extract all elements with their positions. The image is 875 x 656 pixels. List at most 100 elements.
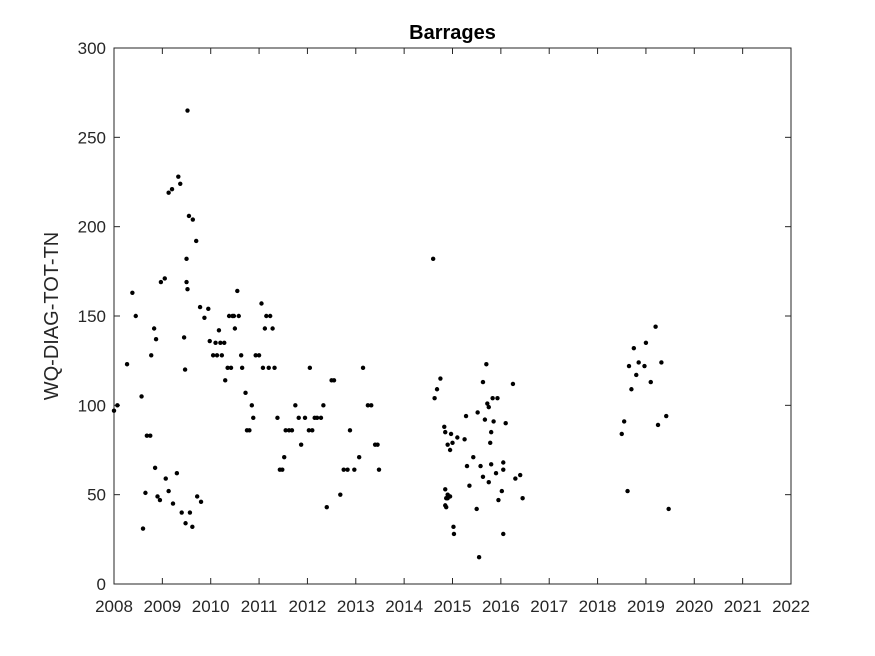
data-point	[653, 324, 658, 329]
data-point	[360, 365, 366, 371]
chart-title: Barrages	[409, 22, 496, 44]
data-point	[149, 353, 154, 358]
data-point	[486, 404, 491, 410]
x-tick-label: 2014	[385, 597, 423, 616]
data-point	[130, 290, 135, 295]
y-tick-label: 300	[78, 39, 106, 58]
data-point	[625, 488, 630, 494]
data-point	[475, 410, 480, 415]
data-point	[496, 497, 501, 503]
data-point	[243, 390, 248, 396]
data-point	[210, 353, 216, 358]
data-point	[223, 378, 228, 383]
data-point	[190, 524, 195, 530]
data-point	[253, 353, 258, 358]
data-point	[324, 504, 329, 510]
data-point	[643, 340, 649, 345]
data-point	[202, 315, 207, 320]
data-point	[499, 488, 505, 494]
data-point	[302, 415, 308, 421]
data-point	[338, 492, 343, 497]
data-point	[520, 496, 525, 501]
data-point	[455, 435, 460, 440]
data-point	[463, 413, 469, 419]
data-point	[451, 524, 456, 530]
data-point	[216, 328, 222, 333]
data-point	[251, 415, 256, 421]
data-point	[318, 415, 324, 421]
data-point	[139, 394, 144, 399]
data-point	[143, 490, 148, 496]
x-tick-label: 2011	[241, 597, 278, 616]
y-axis: 0 50 100 150 200 250 300	[78, 39, 791, 594]
data-point	[352, 467, 357, 472]
data-point	[111, 408, 117, 413]
data-point	[259, 301, 264, 306]
data-point	[666, 506, 671, 512]
data-point	[321, 403, 326, 408]
data-point	[232, 326, 238, 331]
data-point	[443, 487, 448, 492]
data-point	[170, 501, 176, 506]
data-point	[238, 353, 244, 358]
data-point	[144, 433, 150, 438]
data-point	[182, 367, 188, 372]
data-point	[462, 437, 467, 442]
y-tick-label: 50	[87, 486, 106, 505]
data-point	[262, 326, 268, 331]
data-point	[629, 387, 634, 392]
data-point	[451, 531, 457, 537]
y-tick-label: 250	[78, 128, 106, 147]
data-point	[513, 476, 518, 481]
data-point	[306, 428, 312, 433]
data-point	[471, 454, 476, 460]
data-point	[264, 313, 269, 319]
data-point	[488, 440, 493, 446]
data-point	[310, 428, 315, 433]
data-point	[480, 379, 486, 385]
data-point	[152, 465, 158, 471]
data-point	[197, 304, 203, 310]
data-point	[655, 422, 661, 428]
data-point	[219, 353, 225, 358]
x-tick-label: 2010	[192, 597, 230, 616]
data-point	[166, 488, 171, 494]
data-point	[206, 306, 211, 312]
x-tick-label: 2009	[143, 597, 181, 616]
data-point	[222, 340, 227, 345]
data-point	[213, 340, 218, 345]
data-point	[485, 401, 490, 406]
data-point	[488, 429, 494, 435]
data-point	[185, 287, 190, 292]
data-point	[375, 442, 380, 447]
data-point	[626, 363, 632, 369]
data-point	[314, 415, 320, 421]
data-point	[445, 442, 450, 447]
data-point	[448, 431, 454, 437]
data-point	[236, 313, 241, 319]
data-point	[636, 360, 641, 365]
data-point	[631, 345, 637, 351]
data-point	[194, 494, 200, 499]
x-tick-label: 2016	[482, 597, 520, 616]
data-point	[467, 483, 472, 488]
data-point	[249, 403, 255, 408]
data-point	[345, 467, 350, 472]
x-tick-label: 2019	[627, 597, 665, 616]
data-point	[501, 531, 506, 537]
data-point	[157, 497, 163, 503]
data-point	[207, 338, 212, 344]
y-tick-label: 150	[78, 307, 106, 326]
data-point	[163, 476, 168, 481]
data-point	[447, 494, 453, 499]
plot-area	[113, 47, 792, 585]
data-point	[503, 421, 508, 426]
y-tick-label: 0	[97, 575, 106, 594]
x-tick-label: 2021	[724, 597, 762, 616]
data-point	[140, 526, 146, 531]
x-tick-label: 2018	[579, 597, 617, 616]
data-point	[184, 256, 189, 262]
data-point	[282, 454, 287, 460]
